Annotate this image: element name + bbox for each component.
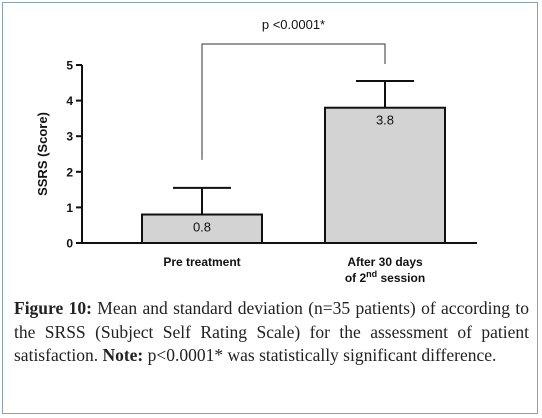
x-tick-label: Pre treatment (163, 255, 240, 269)
y-tick-label: 0 (66, 237, 73, 251)
y-tick-label: 5 (66, 59, 73, 73)
note-label: Note: (102, 345, 144, 365)
y-axis-label-group: SSRS (Score) (35, 112, 50, 196)
significance-label: p <0.0001* (262, 17, 325, 32)
y-tick-label: 2 (66, 165, 73, 179)
caption-text: Mean and standard deviation (n=35 patien… (14, 298, 529, 365)
bar (324, 106, 446, 244)
y-tick-label: 3 (66, 130, 73, 144)
y-axis-label: SSRS (Score) (35, 112, 50, 196)
bars: 0.8 3.8 (141, 80, 446, 245)
figure-label: Figure 10: (14, 298, 92, 318)
significance-bracket: p <0.0001* (201, 17, 386, 160)
data-label: 0.8 (193, 220, 211, 235)
significance-bracket-line (201, 43, 386, 160)
figure-caption: Figure 10: Mean and standard deviation (… (14, 297, 529, 368)
y-tick-label: 1 (66, 201, 73, 215)
x-tick-label: of 2nd session (345, 269, 425, 285)
y-tick-label: 4 (66, 94, 73, 108)
x-tick-label: After 30 days (347, 255, 423, 269)
bar-chart: SSRS (Score) 0 1 2 3 4 5 Pre treatment After 30… (35, 17, 477, 285)
note-text: p<0.0001* was statistically significant … (143, 345, 497, 365)
figure-frame (2, 2, 538, 414)
data-label: 3.8 (376, 113, 394, 128)
bar (141, 213, 263, 245)
